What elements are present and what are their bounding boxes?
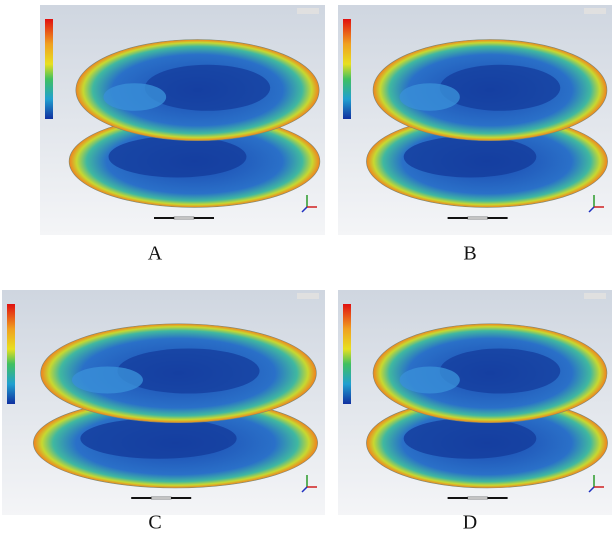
- panel-label: C: [148, 512, 161, 534]
- color-legend: [343, 304, 351, 404]
- scale-bar: [194, 217, 214, 219]
- logo: [584, 8, 606, 14]
- logo: [297, 8, 319, 14]
- axis-triad: [588, 486, 595, 493]
- logo: [297, 293, 319, 299]
- scale-bar: [171, 497, 192, 499]
- panel-label: B: [463, 243, 476, 265]
- scale-bar: [487, 497, 508, 499]
- scale-bar: [447, 217, 468, 219]
- simulation-panel: [40, 5, 325, 235]
- lower-disc-flow: [108, 136, 247, 178]
- color-legend: [45, 19, 53, 119]
- simulation-panel: [338, 290, 612, 515]
- simulation-panel: [2, 290, 325, 515]
- upper-disc-flow: [117, 348, 260, 394]
- upper-disc-flow: [399, 83, 460, 111]
- upper-disc-flow: [439, 348, 561, 394]
- color-legend: [7, 304, 15, 404]
- axis-triad: [588, 206, 595, 213]
- upper-disc-flow: [103, 83, 167, 111]
- scale-bar: [447, 497, 468, 499]
- lower-disc-flow: [80, 418, 237, 459]
- scale-bar: [173, 216, 195, 220]
- scale-bar: [131, 497, 152, 499]
- panel-label: A: [148, 243, 163, 265]
- simulation-panel: [338, 5, 612, 235]
- logo: [584, 293, 606, 299]
- upper-disc-flow: [399, 366, 460, 394]
- scale-bar: [467, 496, 488, 500]
- upper-disc-flow: [71, 366, 143, 394]
- scale-bar: [467, 216, 488, 220]
- lower-disc-flow: [403, 136, 537, 178]
- color-legend: [343, 19, 351, 119]
- scale-bar: [487, 217, 508, 219]
- scale-bar: [150, 496, 172, 500]
- axis-triad: [301, 206, 308, 213]
- upper-disc-flow: [144, 64, 271, 111]
- axis-triad: [301, 486, 308, 493]
- scale-bar: [154, 217, 174, 219]
- panel-label: D: [463, 512, 477, 534]
- upper-disc-flow: [439, 64, 561, 111]
- lower-disc-flow: [403, 418, 537, 459]
